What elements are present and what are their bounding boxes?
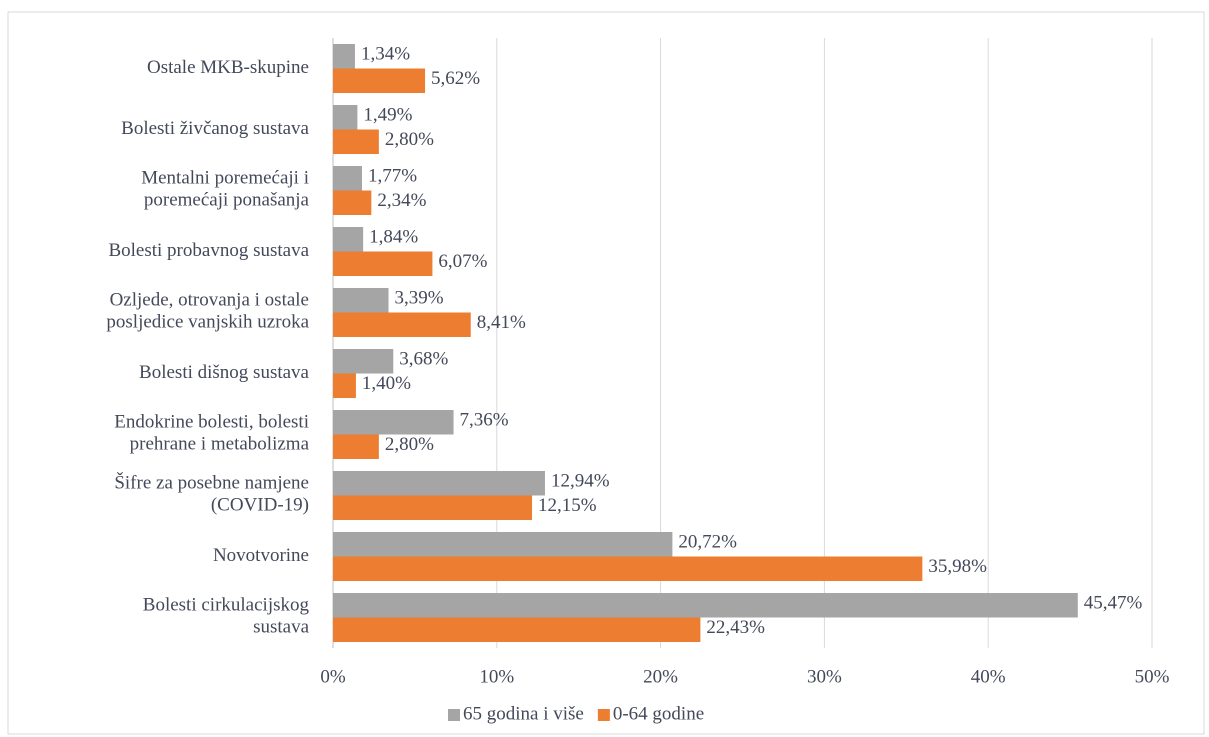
y-tick-label: Bolesti živčanog sustava xyxy=(121,118,309,139)
x-tick-label: 0% xyxy=(320,666,346,687)
bar xyxy=(333,166,362,191)
bar xyxy=(333,68,426,93)
legend-label: 0-64 godine xyxy=(613,703,704,724)
y-tick-label: Mentalni poremećaji i poremećaji ponašanj… xyxy=(141,168,309,211)
data-label: 1,77% xyxy=(368,166,417,187)
bar xyxy=(333,105,358,130)
bar xyxy=(333,532,673,557)
legend-swatch xyxy=(597,709,610,721)
bar xyxy=(333,349,394,374)
data-label: 3,39% xyxy=(395,288,444,309)
bar xyxy=(333,410,454,435)
data-label: 2,80% xyxy=(385,129,434,150)
data-label: 12,94% xyxy=(551,471,610,492)
bar xyxy=(333,288,389,313)
x-tick-label: 20% xyxy=(643,666,678,687)
bar xyxy=(333,471,545,496)
bar xyxy=(333,44,355,69)
bar xyxy=(333,617,701,642)
data-label: 1,34% xyxy=(361,44,410,65)
y-tick-label: Endokrine bolesti, bolesti prehrane i met… xyxy=(114,412,309,455)
x-tick-label: 30% xyxy=(807,666,842,687)
y-tick-label: Bolesti cirkulacijskog sustava xyxy=(143,595,310,638)
bar xyxy=(333,312,471,337)
y-tick-label: Bolesti dišnog sustava xyxy=(139,362,310,383)
legend-swatch xyxy=(448,709,460,721)
bar xyxy=(333,434,379,459)
x-tick-label: 10% xyxy=(479,666,514,687)
data-label: 2,80% xyxy=(385,434,434,455)
bar xyxy=(333,227,364,252)
x-tick-label: 50% xyxy=(1135,666,1170,687)
data-label: 1,84% xyxy=(369,227,418,248)
data-label: 7,36% xyxy=(460,410,509,431)
bar xyxy=(333,373,356,398)
data-label: 12,15% xyxy=(538,495,597,516)
data-label: 22,43% xyxy=(706,617,765,638)
y-tick-label: Bolesti probavnog sustava xyxy=(108,240,309,261)
data-label: 2,34% xyxy=(377,190,426,211)
data-label: 8,41% xyxy=(477,312,526,333)
data-label: 3,68% xyxy=(399,349,448,370)
legend-label: 65 godina i više xyxy=(463,703,584,724)
bar xyxy=(333,190,372,215)
data-label: 1,49% xyxy=(363,105,412,126)
x-tick-label: 40% xyxy=(971,666,1006,687)
y-tick-label: Novotvorine xyxy=(213,545,309,566)
bar xyxy=(333,129,379,154)
data-label: 1,40% xyxy=(362,373,411,394)
data-label: 35,98% xyxy=(928,556,987,577)
y-tick-label: Ostale MKB-skupine xyxy=(147,57,309,78)
data-label: 6,07% xyxy=(438,251,487,272)
data-label: 5,62% xyxy=(431,68,480,89)
data-label: 20,72% xyxy=(678,532,737,553)
y-tick-label: Ozljede, otrovanja i ostale posljedice va… xyxy=(106,290,309,333)
bar xyxy=(333,251,433,276)
bar xyxy=(333,593,1078,618)
data-label: 45,47% xyxy=(1084,593,1143,614)
bar xyxy=(333,495,533,520)
y-tick-label: Šifre za posebne namjene (COVID-19) xyxy=(114,472,309,516)
bar xyxy=(333,556,923,581)
